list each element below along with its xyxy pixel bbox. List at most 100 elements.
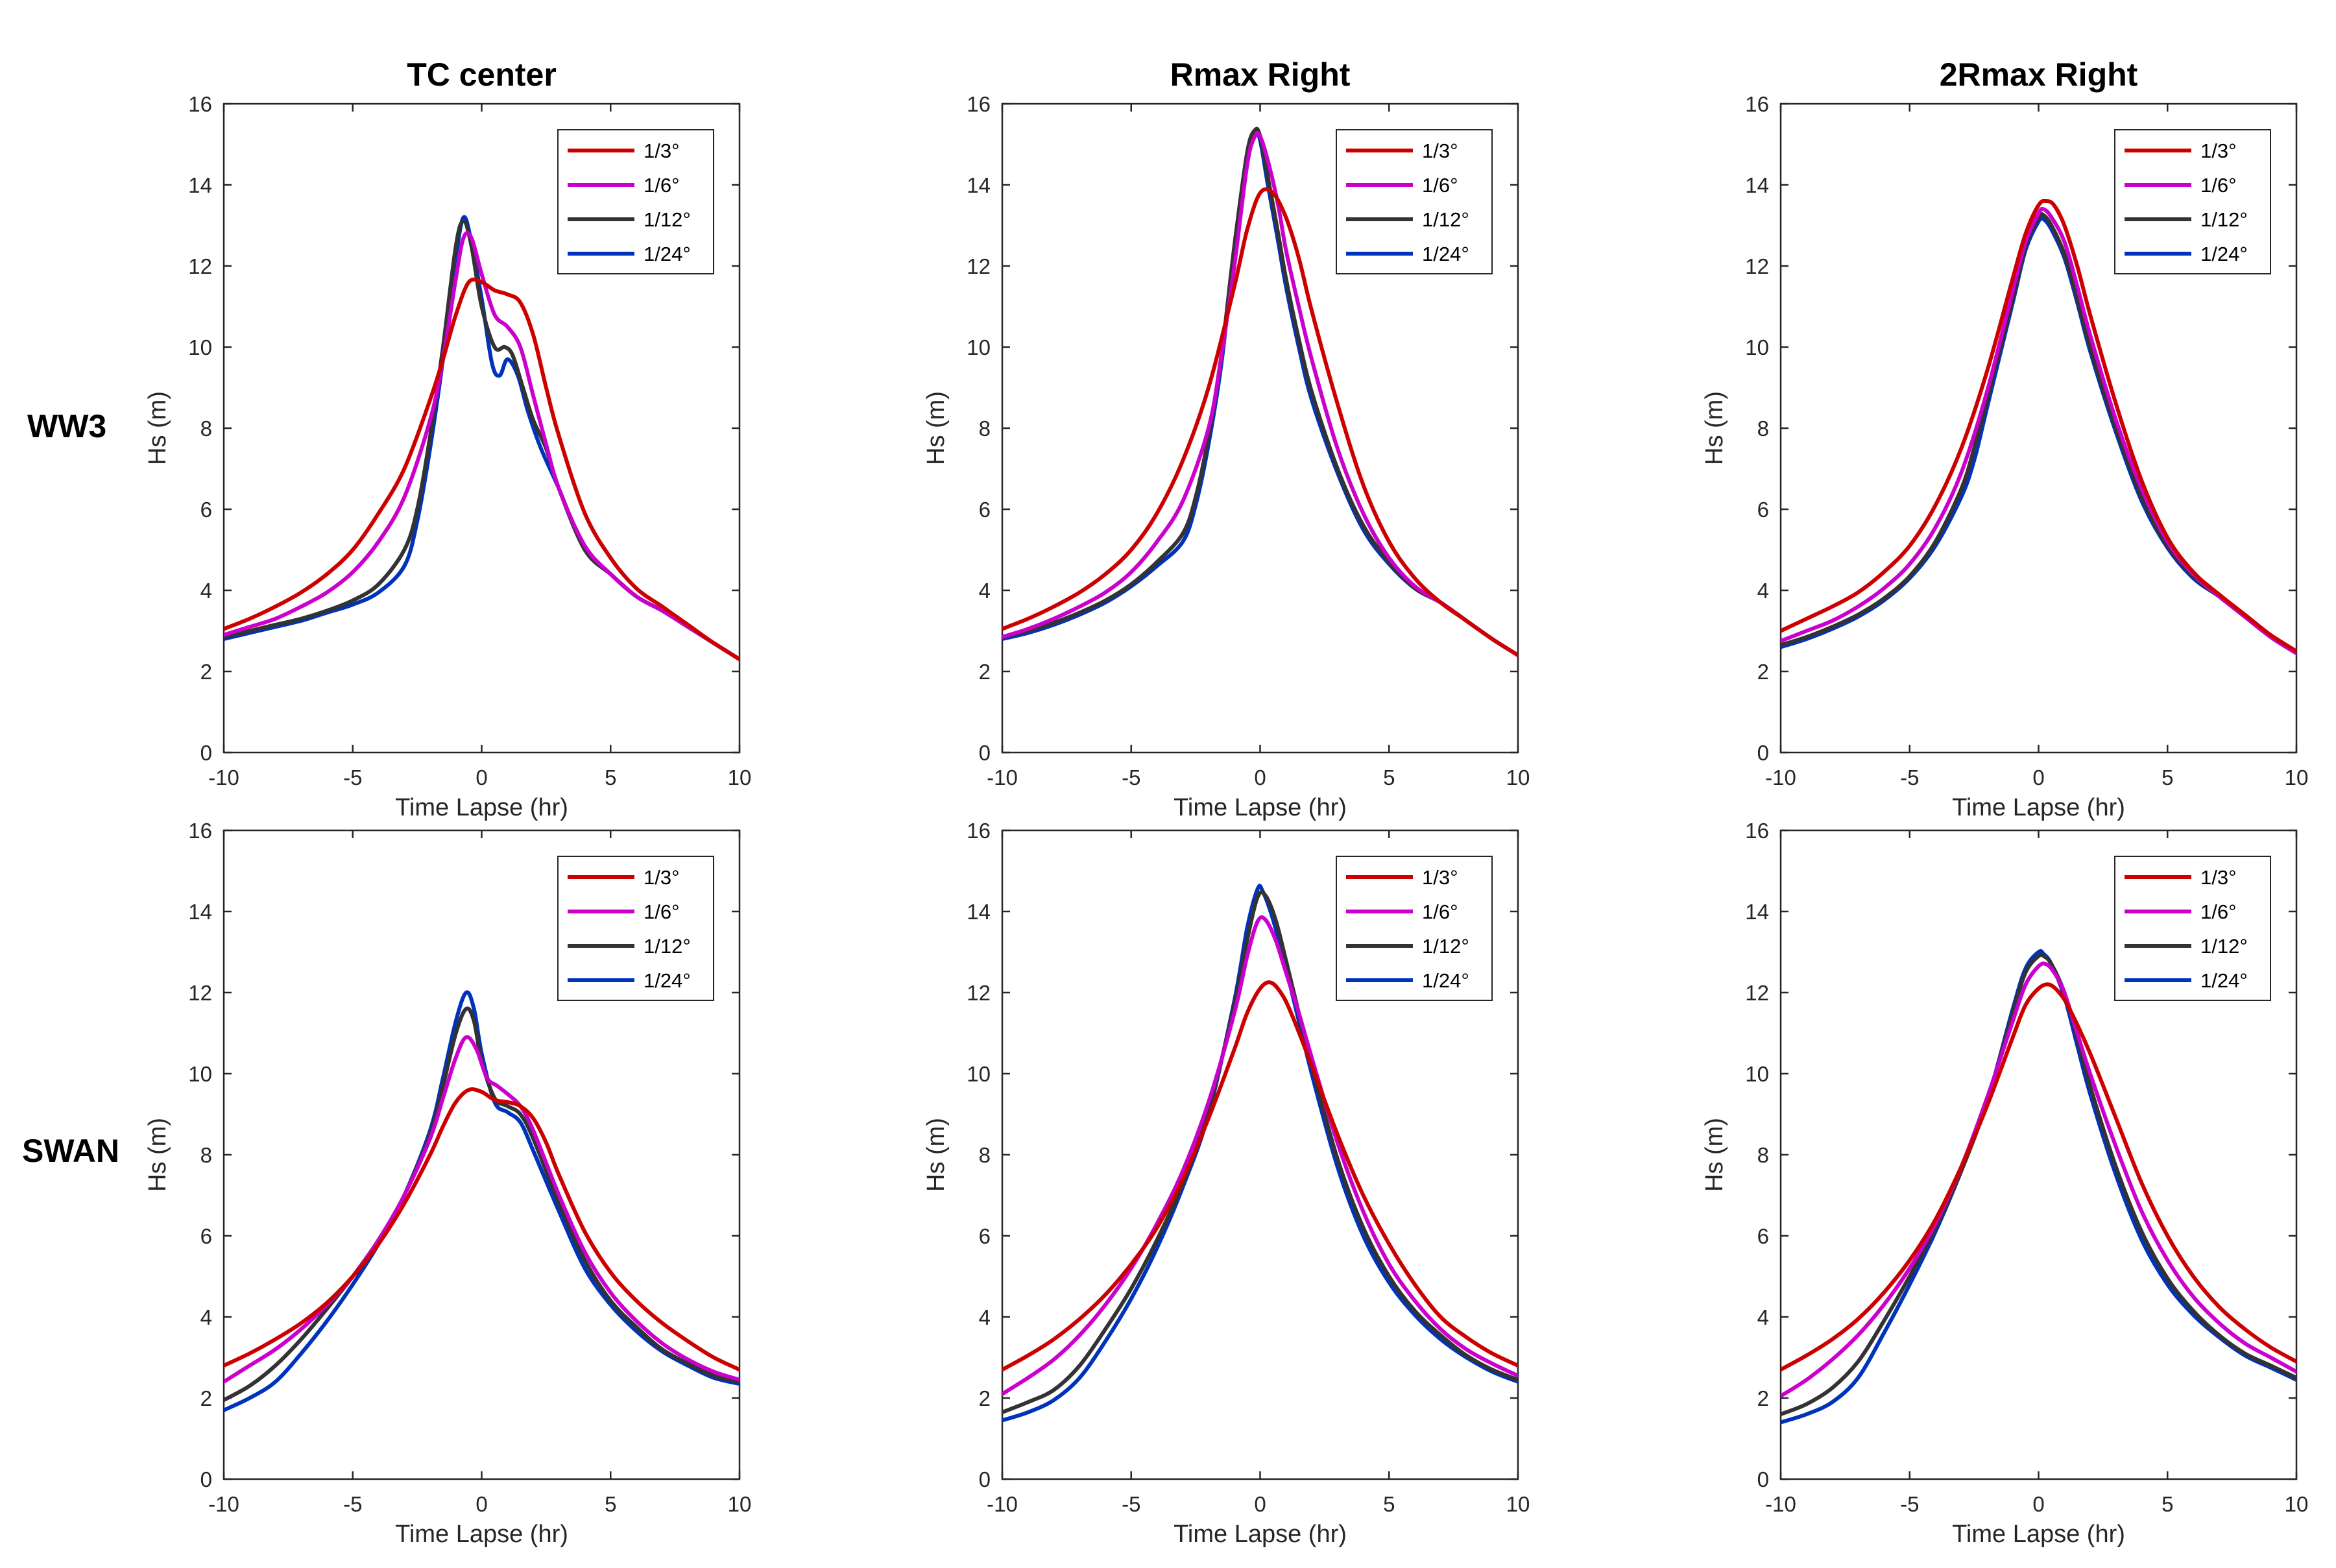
- y-tick-label: 0: [200, 1467, 212, 1491]
- y-tick-label: 2: [1757, 660, 1769, 684]
- x-tick-label: 5: [1383, 1492, 1395, 1516]
- x-tick-label: 0: [476, 766, 487, 790]
- y-tick-label: 12: [188, 254, 212, 278]
- y-tick-label: 4: [200, 579, 212, 603]
- y-tick-label: 0: [1757, 741, 1769, 765]
- series-line-1-12: [1781, 952, 2296, 1416]
- legend-entry-1-6: 1/6°: [2200, 174, 2237, 197]
- y-axis-label: Hs (m): [922, 391, 950, 465]
- legend: 1/3° 1/6° 1/12° 1/24°: [2114, 856, 2271, 1001]
- y-tick-label: 4: [200, 1305, 212, 1329]
- x-tick-label: 10: [1506, 766, 1530, 790]
- legend-entry-1-3: 1/3°: [644, 139, 680, 162]
- legend-entry-1-12: 1/12°: [2200, 935, 2248, 958]
- series-line-1-6: [1002, 130, 1518, 657]
- series-line-1-12: [1002, 127, 1518, 657]
- x-tick-label: 10: [2285, 766, 2309, 790]
- y-tick-label: 2: [979, 1386, 991, 1410]
- legend: 1/3° 1/6° 1/12° 1/24°: [557, 129, 714, 274]
- legend: 1/3° 1/6° 1/12° 1/24°: [1336, 856, 1493, 1001]
- x-tick-label: -5: [343, 1492, 362, 1516]
- legend-entry-1-24: 1/24°: [2200, 969, 2248, 992]
- y-tick-label: 10: [1745, 335, 1769, 359]
- x-tick-label: -10: [1765, 766, 1796, 790]
- y-tick-label: 14: [967, 173, 991, 197]
- y-tick-label: 6: [1757, 1224, 1769, 1248]
- legend-entry-1-3: 1/3°: [644, 866, 680, 889]
- chart-title: Rmax Right: [1170, 56, 1351, 93]
- y-tick-label: 0: [979, 1467, 991, 1491]
- legend-entry-1-24: 1/24°: [1422, 969, 1469, 992]
- legend-box: [1336, 856, 1493, 1001]
- x-tick-label: 0: [2032, 1492, 2044, 1516]
- y-tick-label: 14: [188, 900, 212, 924]
- y-tick-label: 12: [1745, 981, 1769, 1005]
- chart-panel-2: -10 -5 0 5 10 0 2 4 6 8 10 12 14 16 Time Lapse (hr) Hs …: [922, 56, 1530, 821]
- series-line-1-6: [1781, 961, 2296, 1398]
- legend-entry-1-6: 1/6°: [1422, 900, 1458, 923]
- chart-title: 2Rmax Right: [1940, 56, 2138, 93]
- y-tick-label: 4: [1757, 1305, 1769, 1329]
- x-axis-label: Time Lapse (hr): [1174, 794, 1347, 821]
- x-tick-label: -10: [987, 1492, 1018, 1516]
- x-tick-label: 0: [1254, 1492, 1266, 1516]
- legend: 1/3° 1/6° 1/12° 1/24°: [2114, 129, 2271, 274]
- y-tick-label: 12: [967, 254, 991, 278]
- x-tick-label: 5: [605, 1492, 616, 1516]
- y-tick-label: 8: [1757, 416, 1769, 440]
- legend-entry-1-24: 1/24°: [644, 969, 691, 992]
- x-tick-label: -10: [1765, 1492, 1796, 1516]
- y-tick-label: 4: [1757, 579, 1769, 603]
- series-line-1-24: [224, 990, 740, 1412]
- series-line-1-3: [224, 277, 740, 662]
- x-tick-label: 0: [476, 1492, 487, 1516]
- x-tick-label: 5: [2161, 1492, 2173, 1516]
- chart-panel-6: -10 -5 0 5 10 0 2 4 6 8 10 12 14 16 Time Lapse (hr) Hs …: [1701, 819, 2308, 1548]
- y-tick-label: 6: [979, 1224, 991, 1248]
- y-axis-label: Hs (m): [1701, 1118, 1728, 1192]
- y-tick-label: 0: [1757, 1467, 1769, 1491]
- y-tick-label: 2: [1757, 1386, 1769, 1410]
- series-line-1-3: [1781, 199, 2296, 653]
- x-tick-label: -5: [1900, 766, 1919, 790]
- legend-entry-1-3: 1/3°: [2200, 866, 2237, 889]
- y-tick-label: 10: [967, 1062, 991, 1086]
- legend-box: [557, 856, 714, 1001]
- y-tick-label: 16: [188, 819, 212, 843]
- x-axis-label: Time Lapse (hr): [1952, 1521, 2125, 1548]
- y-tick-label: 16: [967, 819, 991, 843]
- series-line-1-3: [1002, 980, 1518, 1372]
- x-tick-label: -5: [343, 766, 362, 790]
- y-tick-label: 12: [188, 981, 212, 1005]
- y-tick-label: 8: [1757, 1143, 1769, 1167]
- legend-entry-1-24: 1/24°: [1422, 243, 1469, 265]
- x-tick-label: -5: [1122, 766, 1140, 790]
- y-tick-label: 10: [1745, 1062, 1769, 1086]
- series-line-1-12: [1002, 890, 1518, 1414]
- y-tick-label: 12: [1745, 254, 1769, 278]
- legend-entry-1-3: 1/3°: [1422, 866, 1458, 889]
- chart-panel-5: -10 -5 0 5 10 0 2 4 6 8 10 12 14 16 Time Lapse (hr) Hs …: [922, 819, 1530, 1548]
- y-tick-label: 8: [979, 416, 991, 440]
- x-tick-label: 10: [2285, 1492, 2309, 1516]
- series-line-1-3: [224, 1087, 740, 1372]
- series-line-1-3: [1781, 982, 2296, 1372]
- x-tick-label: -10: [208, 1492, 239, 1516]
- x-tick-label: 10: [728, 766, 752, 790]
- legend-box: [2114, 129, 2271, 274]
- legend-entry-1-6: 1/6°: [2200, 900, 2237, 923]
- legend-entry-1-3: 1/3°: [1422, 139, 1458, 162]
- series-line-1-6: [224, 230, 740, 662]
- y-tick-label: 8: [200, 1143, 212, 1167]
- legend: 1/3° 1/6° 1/12° 1/24°: [557, 856, 714, 1001]
- x-axis-label: Time Lapse (hr): [395, 794, 568, 821]
- legend-entry-1-12: 1/12°: [1422, 208, 1469, 231]
- x-tick-label: -5: [1900, 1492, 1919, 1516]
- y-tick-label: 6: [200, 498, 212, 522]
- y-tick-label: 14: [1745, 173, 1769, 197]
- legend-box: [2114, 856, 2271, 1001]
- y-tick-label: 6: [200, 1224, 212, 1248]
- y-tick-label: 16: [188, 92, 212, 116]
- y-axis-label: Hs (m): [922, 1118, 950, 1192]
- y-tick-label: 8: [200, 416, 212, 440]
